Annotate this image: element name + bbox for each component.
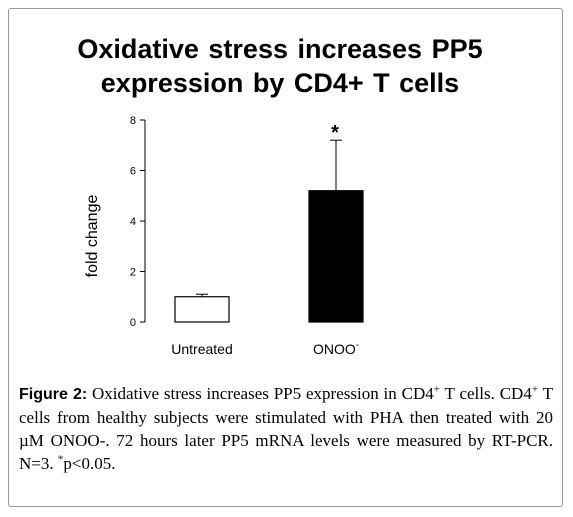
caption-label: Figure 2: xyxy=(19,386,88,403)
y-axis-label: fold change xyxy=(84,195,101,278)
y-tick-label-4: 8 xyxy=(130,115,136,127)
significance-marker-1: * xyxy=(331,122,339,144)
bar-1 xyxy=(308,190,364,323)
caption-segment-0: Oxidative stress increases PP5 expressio… xyxy=(87,384,434,403)
caption-segment-2: T cells. CD4 xyxy=(439,384,532,403)
caption-segment-5: * xyxy=(57,453,64,466)
bar-chart: 0 2 4 6 8 * Untreated ONOO- fold change xyxy=(84,115,364,357)
caption-segment-1: + xyxy=(433,383,440,396)
bars: * xyxy=(174,122,364,323)
caption-segment-3: + xyxy=(531,383,539,396)
chart-title: Oxidative stress increases PP5 expressio… xyxy=(20,32,540,100)
x-category-label-1: ONOO- xyxy=(313,340,359,357)
caption-segment-4: T cells from healthy subjects were stimu… xyxy=(19,384,553,473)
chart-title-line-2: expression by CD4+ T cells xyxy=(100,68,460,98)
y-axis: 0 2 4 6 8 xyxy=(130,115,146,329)
figure-caption: Figure 2: Oxidative stress increases PP5… xyxy=(19,382,553,475)
chart-title-line-1: Oxidative stress increases PP5 xyxy=(77,34,483,64)
y-tick-label-3: 6 xyxy=(130,166,136,178)
x-category-label-0: Untreated xyxy=(171,341,232,357)
caption-segment-6: p<0.05. xyxy=(63,454,116,473)
figure-frame xyxy=(8,8,563,507)
y-tick-label-2: 4 xyxy=(130,216,136,228)
bar-0 xyxy=(174,296,230,323)
x-axis-labels: Untreated ONOO- xyxy=(171,340,359,357)
y-tick-label-1: 2 xyxy=(130,267,136,279)
y-tick-label-0: 0 xyxy=(130,317,136,329)
